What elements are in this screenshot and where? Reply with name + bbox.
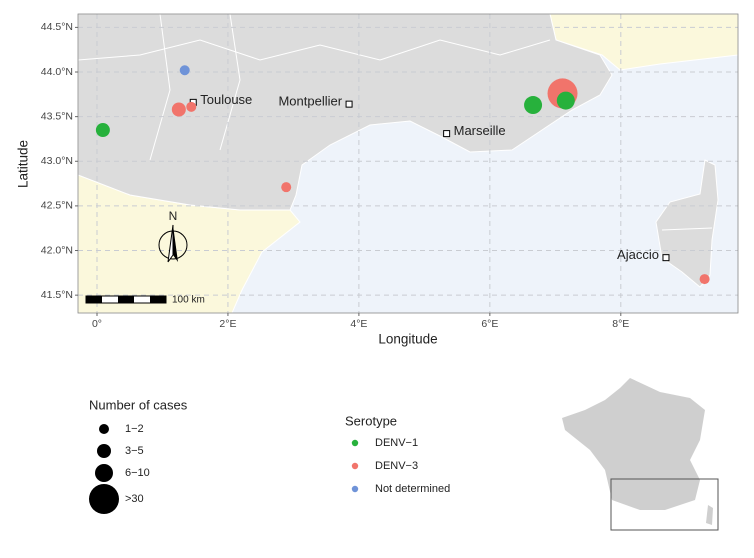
point-layer (95, 65, 710, 285)
x-tick-label: 4°E (350, 318, 367, 330)
inset-france (562, 378, 705, 510)
scale-bar-segment (150, 296, 166, 303)
size-legend-key (99, 424, 109, 434)
borders (149, 14, 171, 161)
grid-layer (78, 14, 738, 313)
x-tick-label: 0° (92, 318, 102, 330)
color-legend-key (351, 485, 359, 493)
borders (78, 39, 551, 61)
borders (219, 14, 241, 151)
y-tick-label: 44.0°N (41, 66, 73, 78)
color-legend-key (351, 439, 359, 447)
y-tick-label: 41.5°N (41, 289, 73, 301)
y-tick-label: 42.5°N (41, 200, 73, 212)
size-legend-key (95, 464, 113, 482)
inset-corsica (706, 505, 713, 525)
color-legend-key (351, 462, 359, 470)
x-axis-title: Longitude (378, 332, 437, 347)
north-label: N (169, 209, 178, 223)
borders (661, 227, 713, 231)
y-tick-label: 43.5°N (41, 110, 73, 122)
case-point (186, 101, 197, 112)
city-marker (443, 130, 451, 138)
case-point (556, 91, 575, 110)
scale-label: 100 km (172, 295, 205, 306)
case-point (524, 96, 543, 115)
city-label: Toulouse (200, 92, 252, 107)
x-tick-label: 8°E (612, 318, 629, 330)
france (78, 14, 613, 211)
y-axis-title: Latitude (16, 140, 31, 188)
inset-extent (610, 478, 719, 531)
size-legend-title: Number of cases (89, 397, 188, 412)
color-legend-title: Serotype (345, 413, 397, 428)
x-tick-label: 6°E (481, 318, 498, 330)
case-point (179, 65, 190, 76)
size-legend-key (89, 484, 119, 514)
city-label: Ajaccio (617, 247, 659, 262)
city-label: Marseille (454, 123, 506, 138)
north-needle (173, 225, 178, 262)
size-legend-label: >30 (125, 493, 144, 505)
size-legend-label: 1−2 (125, 423, 144, 435)
basemap (78, 14, 738, 313)
inset-map (562, 378, 719, 531)
y-tick-label: 43.0°N (41, 155, 73, 167)
x-tick-label: 2°E (219, 318, 236, 330)
y-tick-label: 44.5°N (41, 21, 73, 33)
scale-bar: 100 km (85, 295, 205, 306)
case-point (281, 182, 292, 193)
size-legend-label: 3−5 (125, 445, 144, 457)
scale-bar-segment (118, 296, 134, 303)
city-marker (345, 100, 353, 108)
y-tick-label: 42.0°N (41, 244, 73, 256)
color-legend-label: Not determined (375, 483, 450, 495)
panel-border (77, 13, 739, 314)
case-point (95, 123, 110, 138)
city-layer: Toulouse Montpellier Marseille Ajaccio (189, 92, 670, 262)
legends: 1−2 3−5 6−10 >30 DENV−1 DENV−3 Not determined (89, 423, 450, 514)
case-point (699, 274, 710, 285)
size-legend-key (97, 444, 111, 458)
size-legend-label: 6−10 (125, 467, 150, 479)
city-marker (662, 254, 670, 262)
scale-bar-segment (86, 296, 102, 303)
city-label: Montpellier (278, 94, 342, 109)
color-legend-label: DENV−3 (375, 460, 418, 472)
color-legend-label: DENV−1 (375, 437, 418, 449)
north-needle (167, 224, 174, 263)
north-arrow: N (158, 209, 188, 263)
case-point (171, 102, 186, 117)
corsica (655, 159, 719, 288)
